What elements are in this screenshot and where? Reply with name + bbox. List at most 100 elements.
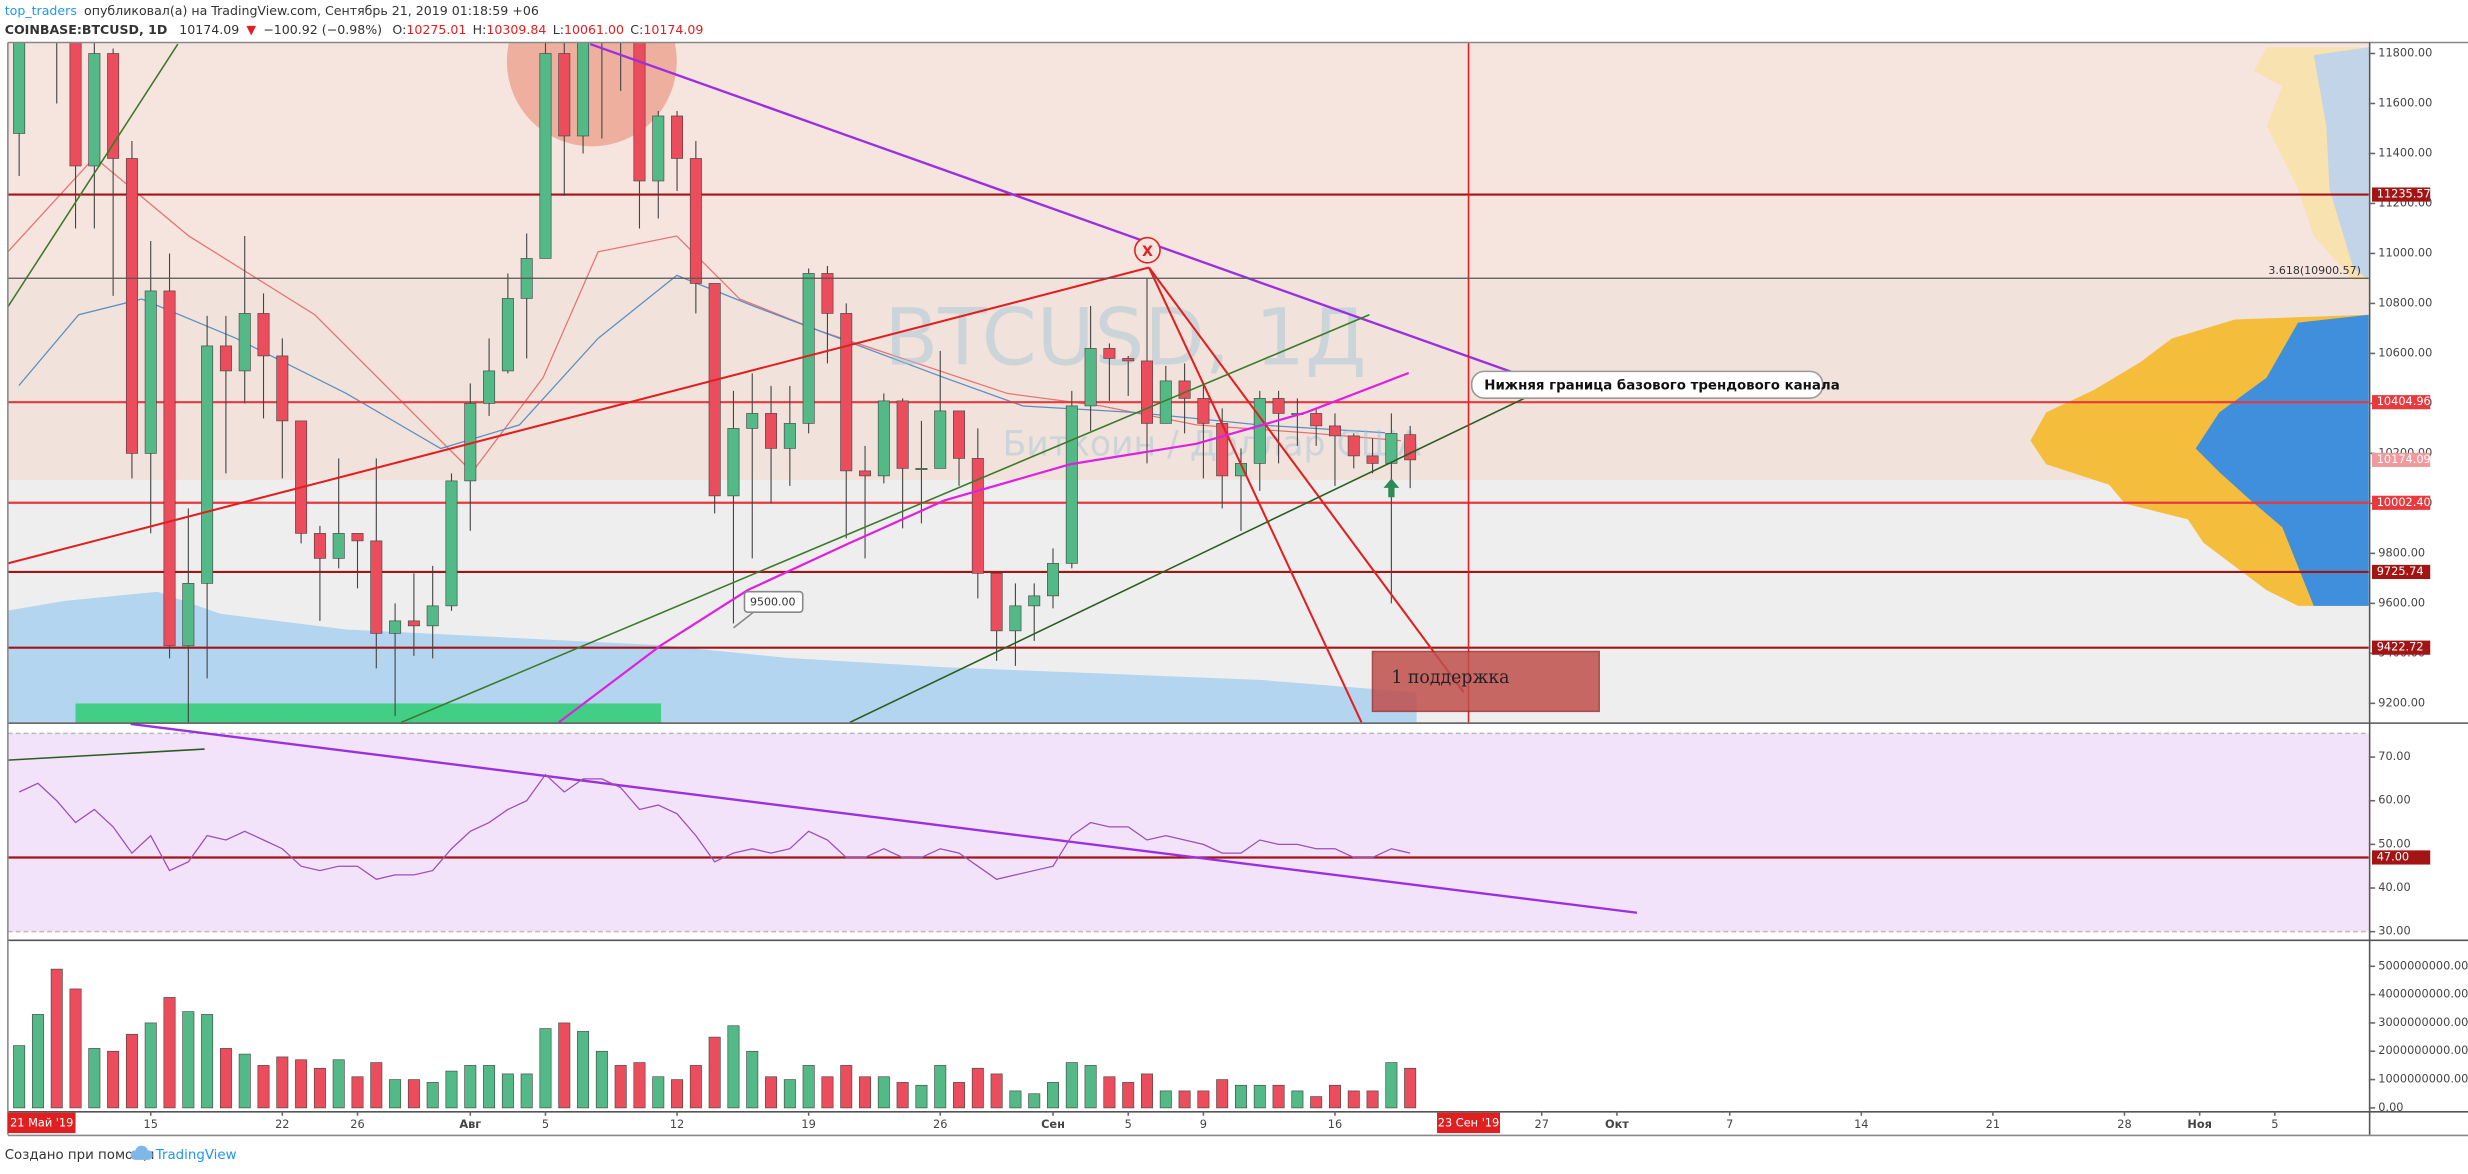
change: −100.92 (−0.98%) — [263, 21, 382, 36]
cursor-label-box — [1437, 1112, 1501, 1134]
volume-bar — [1216, 1079, 1229, 1109]
level-label-box — [2371, 187, 2431, 202]
candle-body — [13, 42, 26, 134]
candle-body — [802, 273, 815, 424]
volume-bar — [652, 1076, 665, 1109]
x-tick-label: Окт — [1605, 1117, 1629, 1131]
level-label-box — [2371, 640, 2431, 655]
candle-body — [144, 290, 157, 454]
volume-bar — [257, 1065, 270, 1109]
candle-body — [558, 53, 571, 137]
candle-body — [1366, 455, 1379, 464]
candle-body — [107, 53, 120, 159]
header: top_traders опубликовал(а) на TradingVie… — [5, 3, 539, 18]
volume-bar — [295, 1059, 308, 1109]
volume-bar — [13, 1045, 26, 1109]
candle-body — [1385, 433, 1398, 464]
levels — [7, 193, 2369, 859]
candle-body — [88, 53, 101, 167]
y-tick-label: 70.00 — [2378, 749, 2410, 763]
trend-line — [1148, 266, 1465, 694]
ohlc-key: H: — [473, 21, 487, 36]
trend-line — [849, 392, 1535, 723]
x-tick-label: 15 — [144, 1117, 158, 1131]
candle-body — [276, 355, 289, 422]
volume-bar — [1159, 1090, 1172, 1109]
candle-body — [1047, 563, 1059, 597]
x-tick-label: 9 — [1200, 1117, 1207, 1131]
volume-bar — [708, 1036, 721, 1109]
symbol: COINBASE:BTCUSD, 1D — [5, 21, 168, 36]
volume-bar — [1291, 1090, 1304, 1109]
volume-bar — [50, 968, 63, 1109]
change-arrow: ▼ — [246, 21, 256, 36]
candle-body — [1328, 425, 1341, 437]
candle-body — [746, 413, 759, 429]
volume-bar — [182, 1011, 195, 1109]
candle-body — [1122, 358, 1135, 362]
y-tick-label: 50.00 — [2378, 836, 2410, 850]
candle-body — [840, 313, 853, 472]
candle-body — [1272, 398, 1285, 414]
candle-body — [1178, 380, 1191, 399]
volume-bar — [915, 1084, 928, 1109]
level-label: 10002.40 — [2377, 495, 2431, 509]
y-tick-label: 11800.00 — [2378, 45, 2432, 59]
level-label-box — [2371, 850, 2431, 865]
ohlc-value: 10275.01 — [406, 21, 466, 36]
volume-bar — [1272, 1084, 1285, 1109]
candle-body — [953, 410, 966, 459]
volume-bar — [990, 1073, 1003, 1109]
volume-bar — [727, 1025, 740, 1109]
ohlc-key: L: — [553, 21, 564, 36]
candle-body — [1103, 348, 1116, 359]
candle-body — [765, 413, 778, 449]
ohlc-key: C: — [630, 21, 643, 36]
trend-line — [7, 748, 205, 761]
volume-bar — [1084, 1065, 1097, 1109]
vp-upper-blue — [2313, 47, 2369, 281]
y-tick-label: 2000000000.00 — [2378, 1043, 2468, 1057]
candle-body — [351, 533, 364, 542]
candle-body — [708, 283, 721, 497]
level-label: 9422.72 — [2377, 640, 2424, 654]
channel-curve — [558, 371, 1410, 723]
candle-body — [971, 458, 984, 574]
x-tick-label: 12 — [670, 1117, 684, 1131]
candle-body — [689, 158, 702, 284]
y-tick-label: 11000.00 — [2378, 245, 2432, 259]
candle-body — [125, 158, 138, 454]
y-tick-label: 60.00 — [2378, 793, 2410, 807]
x-tick-label: 21 — [1986, 1117, 2000, 1131]
candle-body — [238, 313, 251, 372]
volume-bar — [1009, 1090, 1022, 1109]
ohlc-key: O: — [392, 21, 406, 36]
volume-bar — [577, 1031, 590, 1109]
fib-label: 3.618(10900.57) — [2268, 264, 2361, 277]
level-label: 47.00 — [2377, 849, 2409, 863]
candle-body — [1404, 434, 1417, 461]
trend-line — [589, 42, 1520, 376]
volume-bar — [934, 1065, 947, 1109]
level-label: 11235.57 — [2377, 187, 2431, 201]
candle-body — [219, 345, 232, 372]
volume-bar — [558, 1022, 571, 1109]
volume-bar — [88, 1048, 101, 1109]
candle-body — [1197, 398, 1210, 424]
rsi-trend-line — [130, 722, 1638, 914]
x-tick-label: 5 — [1125, 1117, 1132, 1131]
candle-body — [671, 115, 684, 159]
footer-brand[interactable]: TradingView — [155, 1148, 237, 1163]
ma-blue — [18, 274, 1386, 450]
x-tick-label: Авг — [459, 1117, 481, 1131]
y-tick-label: 3000000000.00 — [2378, 1015, 2468, 1029]
rsi-line — [18, 773, 1411, 880]
x-tick-label: 22 — [275, 1117, 289, 1131]
callout: Нижняя граница базового трендового канал… — [1484, 378, 1839, 394]
level-label-box — [2371, 564, 2431, 580]
candle-body — [896, 400, 909, 469]
volume-bar — [1253, 1084, 1266, 1109]
volume-bar — [821, 1076, 834, 1109]
candle-body — [859, 470, 872, 477]
arrow-up — [1383, 478, 1400, 498]
